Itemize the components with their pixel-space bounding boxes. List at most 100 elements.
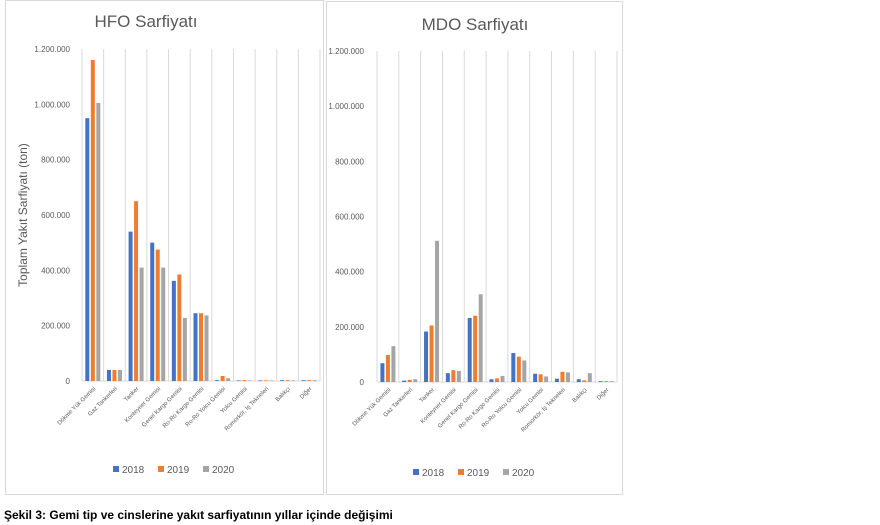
hfo-bar-2018 (301, 380, 306, 381)
hfo-y-tick-label: 0 (66, 377, 71, 386)
hfo-bar-2019 (307, 380, 312, 381)
mdo-bar-2018 (402, 380, 407, 382)
mdo-bar-2019 (495, 378, 499, 382)
mdo-legend-swatch-2019 (458, 469, 464, 475)
mdo-y-tick-label: 200.000 (335, 323, 364, 332)
hfo-bar-2019 (134, 201, 139, 381)
mdo-bar-2019 (451, 370, 456, 382)
mdo-bar-2018 (598, 381, 603, 382)
hfo-bar-2020 (161, 267, 166, 381)
mdo-bar-2018 (511, 353, 516, 382)
mdo-bar-2020 (456, 370, 461, 382)
mdo-legend-swatch-2018 (413, 469, 419, 475)
hfo-bar-2018 (215, 380, 220, 381)
mdo-y-tick-label: 800.000 (335, 157, 364, 166)
hfo-x-tick-label: Ro-Ro Yolcu Gemisi (185, 386, 227, 428)
mdo-legend-swatch-2020 (503, 469, 509, 475)
mdo-y-tick-label: 1.000.000 (328, 102, 364, 111)
mdo-bar-2020 (413, 379, 418, 382)
mdo-chart-title: MDO Sarfiyatı (422, 15, 529, 34)
mdo-bar-2018 (380, 363, 385, 382)
hfo-legend: 2018 2019 2020 (113, 465, 235, 476)
hfo-bar-2019 (220, 376, 225, 381)
hfo-bar-2019 (112, 369, 117, 381)
hfo-x-tick-label: Balıkçı (275, 386, 292, 403)
mdo-bar-2018 (489, 379, 494, 382)
hfo-legend-swatch-2020 (203, 466, 209, 472)
figure-caption: Şekil 3: Gemi tip ve cinslerine yakıt sa… (4, 508, 393, 522)
mdo-bar-2019 (473, 315, 478, 382)
hfo-bar-2018 (128, 231, 133, 381)
mdo-bar-2019 (516, 356, 521, 382)
mdo-x-tick-label: Ro-Ro Yolcu Gemisi (481, 387, 523, 429)
mdo-y-tick-label: 1.200.000 (328, 47, 364, 56)
mdo-bar-2019 (385, 354, 390, 382)
hfo-bar-2020 (312, 380, 317, 381)
hfo-bar-2020 (96, 102, 101, 381)
hfo-x-tick-label: Romorkör, İş Tekneleri (223, 385, 270, 432)
mdo-bar-2019 (604, 381, 609, 382)
mdo-bar-2020 (587, 373, 592, 382)
mdo-bar-2020 (500, 375, 505, 382)
hfo-bar-2019 (285, 380, 290, 381)
hfo-bar-2018 (171, 280, 176, 381)
mdo-x-tick-label: Genel Kargo Gemisi (437, 387, 479, 429)
hfo-y-tick-label: 200.000 (41, 322, 70, 331)
mdo-x-tick-label: Balıkçı (572, 387, 589, 404)
mdo-bar-2018 (576, 379, 581, 382)
mdo-legend-label-2019: 2019 (467, 468, 490, 479)
mdo-bar-2018 (554, 378, 559, 382)
mdo-y-tick-label: 400.000 (335, 268, 364, 277)
hfo-legend-swatch-2019 (158, 466, 164, 472)
hfo-x-tick-label: Tanker (124, 386, 141, 403)
hfo-bar-2019 (242, 380, 247, 381)
hfo-y-tick-label: 600.000 (41, 211, 70, 220)
hfo-x-tick-label: Dökme Yük Gemisi (57, 386, 97, 426)
mdo-bar-2018 (533, 373, 538, 382)
hfo-y-axis-label: Toplam Yakıt Sarfiyatı (ton) (16, 143, 30, 287)
mdo-bar-2020 (391, 346, 396, 382)
mdo-y-tick-label: 600.000 (335, 213, 364, 222)
hfo-bar-2018 (150, 242, 155, 381)
hfo-bar-2020 (117, 369, 122, 381)
mdo-bar-2019 (560, 371, 565, 382)
hfo-legend-label-2019: 2019 (167, 465, 190, 476)
mdo-y-tick-label: 0 (360, 378, 365, 387)
mdo-legend: 2018 2019 2020 (413, 468, 535, 479)
hfo-bar-2020 (226, 378, 231, 381)
mdo-x-tick-label: Ro-Ro Kargo Gemisi (458, 387, 501, 430)
mdo-bar-2018 (445, 373, 450, 382)
hfo-bar-2019 (199, 313, 203, 381)
mdo-bar-2020 (544, 376, 549, 382)
mdo-x-tick-label: Romorkör, İş Tekneleri (520, 386, 567, 433)
hfo-bar-2018 (85, 118, 90, 382)
hfo-chart-panel: HFO Sarfiyatı 0 200.000 400.000 600.000 800.0… (5, 0, 324, 495)
hfo-bar-2020 (182, 317, 187, 381)
hfo-legend-label-2018: 2018 (122, 465, 145, 476)
hfo-bar-2020 (139, 267, 144, 381)
mdo-bar-2019 (582, 380, 587, 382)
hfo-bar-2019 (263, 380, 268, 381)
hfo-x-tick-label: Genel Kargo Gemisi (141, 386, 183, 428)
hfo-bar-2019 (155, 249, 160, 381)
mdo-bar-2020 (609, 381, 614, 382)
mdo-legend-label-2018: 2018 (422, 468, 445, 479)
mdo-bar-2020 (522, 360, 527, 382)
hfo-bar-2018 (106, 369, 111, 381)
mdo-x-tick-label: Diğer (596, 387, 610, 401)
hfo-bar-2020 (269, 380, 274, 381)
mdo-legend-label-2020: 2020 (512, 468, 535, 479)
mdo-chart-panel: MDO Sarfiyatı 0 200.000 400.000 600.000 800.0… (326, 1, 623, 495)
hfo-bar-2018 (193, 313, 198, 381)
hfo-bar-2020 (247, 380, 252, 381)
hfo-y-tick-label: 800.000 (41, 156, 70, 165)
mdo-x-tick-label: Dökme Yük Gemisi (352, 387, 392, 427)
hfo-bar-2018 (258, 380, 263, 381)
mdo-bar-2019 (538, 374, 543, 382)
mdo-bar-2018 (424, 331, 429, 382)
hfo-legend-swatch-2018 (113, 466, 119, 472)
hfo-y-tick-label: 400.000 (41, 266, 70, 275)
hfo-chart: HFO Sarfiyatı 0 200.000 400.000 600.000 800.0… (16, 12, 321, 476)
hfo-bar-2018 (280, 380, 285, 381)
mdo-bar-2020 (478, 294, 483, 382)
